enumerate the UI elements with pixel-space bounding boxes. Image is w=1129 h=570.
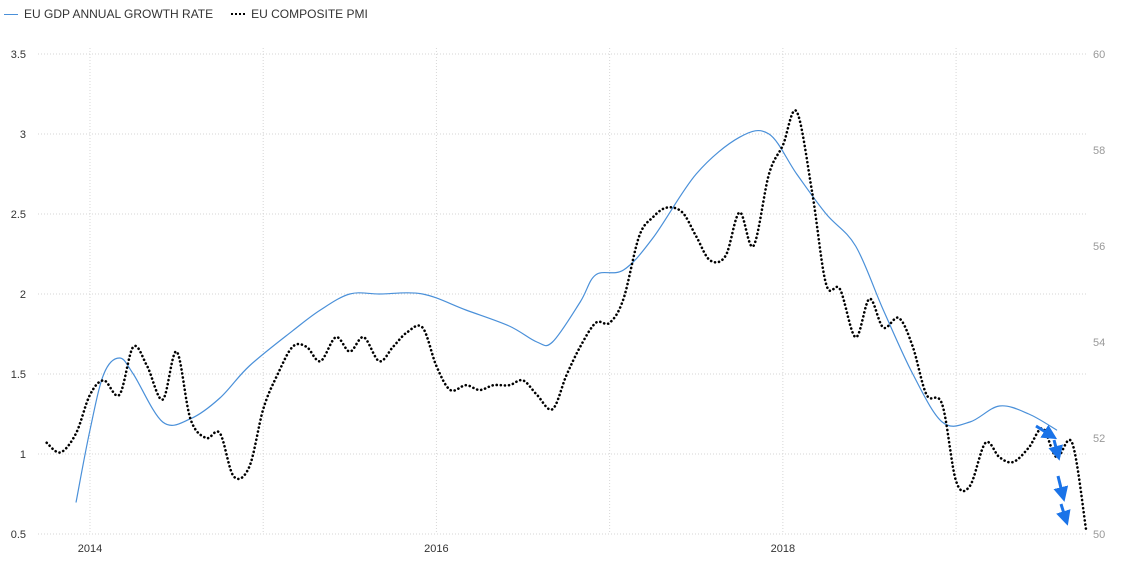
trend-arrow-segment xyxy=(1048,439,1063,461)
trend-arrow-segment xyxy=(1035,424,1058,440)
axis-ticks: 0.5 1 1.5 2 2.5 3 3.5 50 52 54 56 58 60 2014 2016 2018 xyxy=(11,49,1106,555)
y-right-tick-label: 56 xyxy=(1093,241,1105,253)
legend-item-gdp[interactable]: EU GDP ANNUAL GROWTH RATE xyxy=(0,7,213,21)
series-lines xyxy=(45,109,1088,531)
y-right-tick-label: 54 xyxy=(1093,337,1105,349)
chart-annotations xyxy=(1035,424,1071,526)
y-right-tick-label: 58 xyxy=(1093,145,1105,157)
y-right-tick-label: 60 xyxy=(1093,49,1105,61)
x-tick-label: 2014 xyxy=(78,543,102,555)
y-left-tick-label: 3.5 xyxy=(11,49,26,61)
grid-lines xyxy=(38,48,1086,535)
y-left-tick-label: 3 xyxy=(20,129,26,141)
y-left-tick-label: 0.5 xyxy=(11,529,26,541)
x-tick-label: 2018 xyxy=(771,543,795,555)
y-left-tick-label: 2.5 xyxy=(11,209,26,221)
chart-legend: EU GDP ANNUAL GROWTH RATE EU COMPOSITE P… xyxy=(0,0,382,28)
legend-item-pmi[interactable]: EU COMPOSITE PMI xyxy=(227,7,368,21)
series-line-pmi xyxy=(45,109,1088,531)
y-left-tick-label: 2 xyxy=(20,289,26,301)
x-tick-label: 2016 xyxy=(424,543,448,555)
series-line-gdp xyxy=(75,129,1058,503)
legend-label-pmi: EU COMPOSITE PMI xyxy=(251,7,368,21)
y-right-tick-label: 52 xyxy=(1093,433,1105,445)
y-left-tick-label: 1 xyxy=(20,449,26,461)
trend-arrow-segment xyxy=(1053,475,1069,502)
legend-swatch-pmi xyxy=(231,13,246,15)
trend-arrow-segment xyxy=(1056,503,1071,526)
legend-label-gdp: EU GDP ANNUAL GROWTH RATE xyxy=(24,7,214,21)
y-right-tick-label: 50 xyxy=(1093,529,1105,541)
y-left-tick-label: 1.5 xyxy=(11,369,26,381)
legend-swatch-gdp xyxy=(4,13,18,15)
